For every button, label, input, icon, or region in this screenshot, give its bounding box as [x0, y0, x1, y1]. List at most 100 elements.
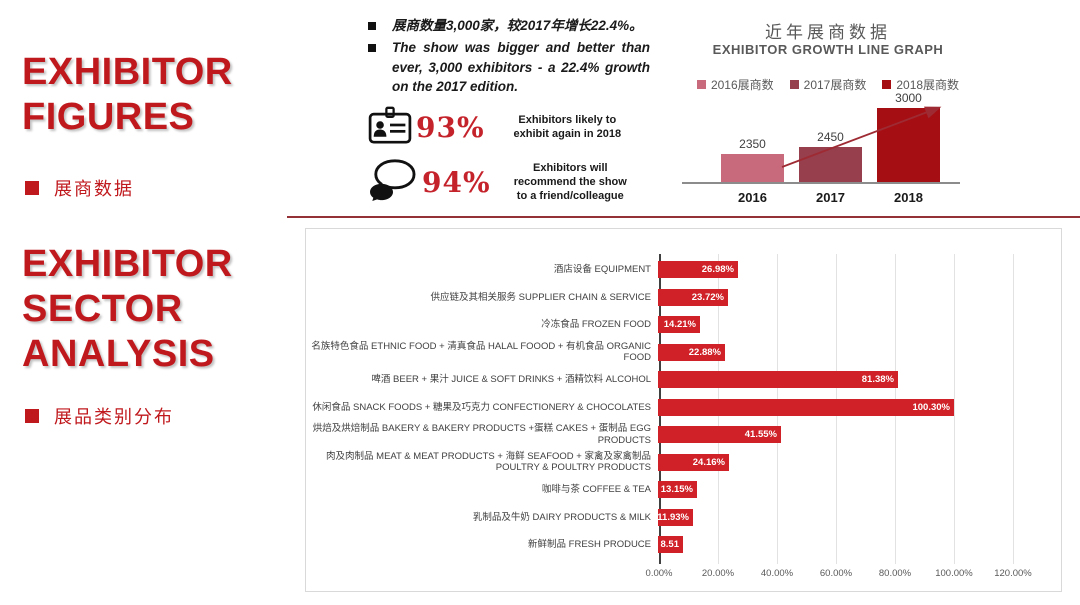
sector-bar-value: 81.38% — [861, 374, 894, 386]
sector-x-tick-label: 120.00% — [994, 568, 1032, 579]
id-badge-icon — [368, 106, 412, 149]
sector-x-tick-label: 80.00% — [878, 568, 912, 579]
sector-row: 咖啡与茶 COFFEE & TEA 13.15% — [306, 476, 1061, 504]
sector-subtitle-label: 展品类别分布 — [54, 407, 174, 428]
note-english-text: The show was bigger and better than ever… — [392, 40, 650, 94]
sector-bar-value: 24.16% — [692, 456, 725, 468]
speech-bubbles-icon — [368, 158, 418, 207]
growth-bar-value: 2350 — [739, 137, 766, 151]
sector-chart-rows: 酒店设备 EQUIPMENT 26.98% 供应链及其相关服务 SUPPLIER C… — [306, 256, 1061, 559]
sector-bar-track: 24.16% — [658, 453, 1061, 471]
sector-category-label: 休闲食品 SNACK FOODS + 糖果及巧克力 CONFECTIONERY … — [312, 401, 651, 413]
sector-bar: 8.51 — [658, 536, 683, 554]
sector-row: 啤酒 BEER + 果汁 JUICE & SOFT DRINKS + 酒精饮料 … — [306, 366, 1061, 394]
sector-category-label: 肉及肉制品 MEAT & MEAT PRODUCTS + 海鲜 SEAFOOD … — [326, 450, 651, 474]
sector-row: 肉及肉制品 MEAT & MEAT PRODUCTS + 海鲜 SEAFOOD … — [306, 449, 1061, 477]
growth-bar-value: 2450 — [817, 130, 844, 144]
legend-item-2016: 2016展商数 — [696, 76, 774, 93]
legend-item-2017: 2017展商数 — [789, 76, 867, 93]
sector-category-label: 供应链及其相关服务 SUPPLIER CHAIN & SERVICE — [430, 291, 651, 303]
sector-bar: 22.88% — [658, 343, 725, 361]
legend-label: 2016展商数 — [710, 78, 774, 92]
sector-x-tick-label: 60.00% — [819, 568, 853, 579]
sector-bar-track: 14.21% — [658, 316, 1061, 334]
sector-bar-track: 22.88% — [658, 343, 1061, 361]
note-english: The show was bigger and better than ever… — [368, 38, 650, 97]
sector-row: 供应链及其相关服务 SUPPLIER CHAIN & SERVICE 23.72% — [306, 284, 1061, 312]
sector-chart-x-axis: 0.00% 20.00% 40.00% 60.00% 80.00% 100.00% 120.… — [306, 568, 1061, 582]
stat-recommend: 94% Exhibitors will recommend the show t… — [368, 158, 650, 207]
sector-row: 休闲食品 SNACK FOODS + 糖果及巧克力 CONFECTIONERY … — [306, 394, 1061, 422]
sector-category-label: 冷冻食品 FROZEN FOOD — [541, 319, 651, 330]
sector-bar-track: 23.72% — [658, 288, 1061, 306]
growth-year-label: 2016 — [738, 190, 767, 205]
sector-category-label: 酒店设备 EQUIPMENT — [553, 264, 651, 275]
figures-subtitle: 展商数据 — [25, 175, 134, 201]
sector-bar-track: 100.30% — [658, 398, 1061, 416]
sector-bar: 23.72% — [658, 288, 728, 306]
sector-row: 酒店设备 EQUIPMENT 26.98% — [306, 256, 1061, 284]
section-divider-line — [287, 216, 1080, 218]
sector-bar-value: 22.88% — [688, 346, 721, 358]
legend-item-2018: 2018展商数 — [882, 76, 959, 93]
sector-bar: 26.98% — [658, 261, 738, 279]
growth-chart-year-labels: 2016 2017 2018 — [682, 190, 974, 208]
sector-bar-track: 13.15% — [658, 481, 1061, 499]
sector-bar: 41.55% — [658, 426, 781, 444]
sector-gridline — [954, 254, 955, 564]
note-chinese-text: 展商数量3,000家，较2017年增长22.4%。 — [392, 18, 643, 33]
sector-bar-value: 26.98% — [701, 264, 734, 276]
exhibitor-figures-title: EXHIBITOR FIGURES — [22, 51, 233, 138]
growth-year-label: 2018 — [894, 190, 923, 205]
red-square-bullet-icon — [25, 181, 39, 195]
sector-x-tick-label: 20.00% — [701, 568, 735, 579]
black-square-bullet-icon — [368, 44, 376, 52]
sector-bar-value: 13.15% — [660, 484, 693, 496]
growth-year-label: 2017 — [816, 190, 845, 205]
exhibitor-sector-analysis-title: EXHIBITOR SECTOR ANALYSIS — [22, 243, 233, 375]
sector-bar-track: 8.51 — [658, 536, 1061, 554]
sector-category-label: 乳制品及牛奶 DAIRY PRODUCTS & MILK — [472, 511, 651, 523]
growth-bar-2016 — [721, 154, 784, 182]
sector-bar: 81.38% — [658, 371, 898, 389]
legend-swatch-icon — [882, 80, 892, 89]
legend-label: 2017展商数 — [803, 78, 867, 92]
sector-row: 冷冻食品 FROZEN FOOD 14.21% — [306, 311, 1061, 339]
red-square-bullet-icon — [25, 409, 39, 423]
figures-subtitle-label: 展商数据 — [54, 179, 134, 200]
stat-exhibit-again: 93% Exhibitors likely to exhibit again i… — [368, 106, 650, 149]
sector-bar: 11.93% — [657, 508, 693, 526]
sector-bar-value: 14.21% — [663, 319, 696, 331]
sector-bar-value: 8.51 — [660, 539, 680, 551]
trend-arrow-line — [781, 106, 942, 168]
stat-label-94: Exhibitors will recommend the show to a … — [513, 162, 627, 202]
legend-swatch-icon — [696, 80, 706, 89]
growth-bar-2018 — [877, 108, 940, 182]
stat-value-93: 93% — [416, 110, 485, 144]
sector-bar-value: 23.72% — [691, 291, 724, 303]
sector-x-tick-label: 40.00% — [760, 568, 794, 579]
sector-row: 新鲜制品 FRESH PRODUCE 8.51 — [306, 531, 1061, 559]
exhibitor-growth-chart: 近年展商数据 EXHIBITOR GROWTH LINE GRAPH 2016展… — [682, 12, 974, 212]
note-chinese: 展商数量3,000家，较2017年增长22.4%。 — [368, 16, 650, 36]
sector-bar: 100.30% — [658, 398, 954, 416]
sector-bar-track: 81.38% — [658, 371, 1061, 389]
sector-bar-value: 41.55% — [744, 429, 777, 441]
sector-gridline — [1013, 254, 1014, 564]
sector-analysis-chart: 酒店设备 EQUIPMENT 26.98% 供应链及其相关服务 SUPPLIER C… — [305, 228, 1062, 592]
sector-category-label: 新鲜制品 FRESH PRODUCE — [528, 539, 651, 550]
sector-bar-track: 11.93% — [657, 508, 1061, 526]
growth-chart-legend: 2016展商数 2017展商数 2018展商数 — [682, 76, 974, 93]
growth-chart-plot: 2350 2450 3000 — [682, 91, 974, 182]
sector-x-tick-label: 0.00% — [645, 568, 673, 579]
sector-row: 烘焙及烘焙制品 BAKERY & BAKERY PRODUCTS +蛋糕 CAK… — [306, 421, 1061, 449]
sector-category-label: 啤酒 BEER + 果汁 JUICE & SOFT DRINKS + 酒精饮料 … — [371, 374, 651, 385]
sector-category-label: 名族特色食品 ETHNIC FOOD + 清真食品 HALAL FOOOD + … — [311, 340, 651, 364]
sector-subtitle: 展品类别分布 — [25, 403, 174, 429]
sector-category-label: 烘焙及烘焙制品 BAKERY & BAKERY PRODUCTS +蛋糕 CAK… — [312, 423, 651, 446]
stat-label-93: Exhibitors likely to exhibit again in 20… — [513, 114, 622, 140]
sector-bar-track: 41.55% — [658, 426, 1061, 444]
legend-label: 2018展商数 — [896, 78, 960, 92]
growth-bar-2017 — [799, 147, 862, 182]
